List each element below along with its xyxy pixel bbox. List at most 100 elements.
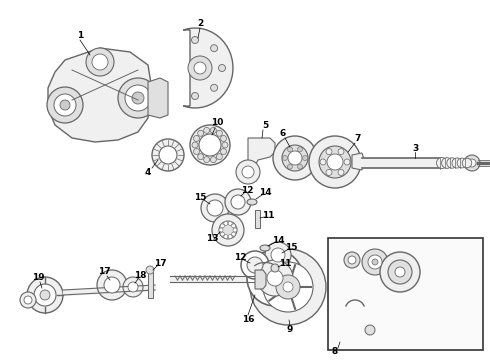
Circle shape <box>228 221 232 225</box>
Circle shape <box>207 200 223 216</box>
Circle shape <box>188 56 212 80</box>
Circle shape <box>40 290 50 300</box>
Circle shape <box>27 277 63 313</box>
Circle shape <box>288 151 302 165</box>
Polygon shape <box>48 48 152 142</box>
Circle shape <box>47 87 83 123</box>
FancyBboxPatch shape <box>328 238 483 350</box>
Circle shape <box>199 134 221 156</box>
Circle shape <box>104 277 120 293</box>
Circle shape <box>197 130 204 136</box>
Circle shape <box>257 260 293 296</box>
Circle shape <box>250 249 326 325</box>
Text: 12: 12 <box>234 253 246 262</box>
Text: 16: 16 <box>242 315 254 324</box>
Circle shape <box>344 252 360 268</box>
Text: 7: 7 <box>355 134 361 143</box>
Circle shape <box>242 166 254 178</box>
Circle shape <box>327 154 343 170</box>
Circle shape <box>204 157 210 163</box>
Circle shape <box>282 145 308 171</box>
Circle shape <box>437 158 447 168</box>
Circle shape <box>192 142 198 148</box>
Circle shape <box>194 135 199 141</box>
Polygon shape <box>148 78 168 118</box>
Text: 4: 4 <box>145 167 151 176</box>
Circle shape <box>194 149 199 154</box>
Circle shape <box>60 100 70 110</box>
Circle shape <box>297 147 302 152</box>
Circle shape <box>297 164 302 169</box>
Text: 17: 17 <box>154 258 166 267</box>
Circle shape <box>462 158 472 168</box>
Circle shape <box>210 157 217 163</box>
Circle shape <box>197 154 204 160</box>
Text: 10: 10 <box>211 117 223 126</box>
Text: 11: 11 <box>279 258 291 267</box>
Text: 19: 19 <box>32 274 44 283</box>
Circle shape <box>204 127 210 133</box>
Circle shape <box>319 146 351 178</box>
Ellipse shape <box>260 245 270 251</box>
Circle shape <box>365 325 375 335</box>
Circle shape <box>220 224 224 228</box>
Text: 1: 1 <box>77 31 83 40</box>
Circle shape <box>210 127 217 133</box>
Text: 17: 17 <box>98 267 110 276</box>
Circle shape <box>388 260 412 284</box>
Circle shape <box>220 149 226 154</box>
Circle shape <box>220 135 226 141</box>
Circle shape <box>128 282 138 292</box>
Circle shape <box>86 48 114 76</box>
Circle shape <box>447 158 457 168</box>
Text: 8: 8 <box>332 347 338 356</box>
Circle shape <box>320 159 326 165</box>
Circle shape <box>263 262 313 312</box>
Polygon shape <box>255 270 266 289</box>
Circle shape <box>302 156 308 161</box>
Text: 12: 12 <box>241 185 253 194</box>
Circle shape <box>232 232 236 236</box>
Circle shape <box>348 256 356 264</box>
Text: 6: 6 <box>280 129 286 138</box>
Circle shape <box>247 257 263 273</box>
Circle shape <box>232 224 236 228</box>
Circle shape <box>395 267 405 277</box>
Circle shape <box>97 270 127 300</box>
Circle shape <box>452 158 462 168</box>
Circle shape <box>224 235 228 239</box>
Circle shape <box>146 266 154 274</box>
Polygon shape <box>352 153 365 170</box>
Text: 15: 15 <box>194 193 206 202</box>
Circle shape <box>219 64 225 72</box>
Circle shape <box>271 264 279 272</box>
Circle shape <box>236 160 260 184</box>
Circle shape <box>212 214 244 246</box>
Circle shape <box>247 250 303 306</box>
Circle shape <box>24 296 32 304</box>
Circle shape <box>217 154 222 160</box>
Circle shape <box>211 45 218 52</box>
Circle shape <box>338 170 344 175</box>
Circle shape <box>217 130 222 136</box>
Circle shape <box>457 158 467 168</box>
Circle shape <box>241 251 269 279</box>
Circle shape <box>283 282 293 292</box>
Text: 3: 3 <box>412 144 418 153</box>
Text: 18: 18 <box>134 270 146 279</box>
Text: 11: 11 <box>262 211 274 220</box>
Circle shape <box>231 195 245 209</box>
Ellipse shape <box>247 199 257 205</box>
Circle shape <box>219 228 223 232</box>
Circle shape <box>326 149 332 154</box>
Polygon shape <box>183 28 233 108</box>
Circle shape <box>224 221 228 225</box>
Circle shape <box>338 149 344 154</box>
Text: 14: 14 <box>259 188 271 197</box>
Circle shape <box>326 170 332 175</box>
Circle shape <box>344 159 350 165</box>
Text: 2: 2 <box>197 18 203 27</box>
Circle shape <box>372 259 378 265</box>
Circle shape <box>283 156 288 161</box>
Circle shape <box>362 249 388 275</box>
